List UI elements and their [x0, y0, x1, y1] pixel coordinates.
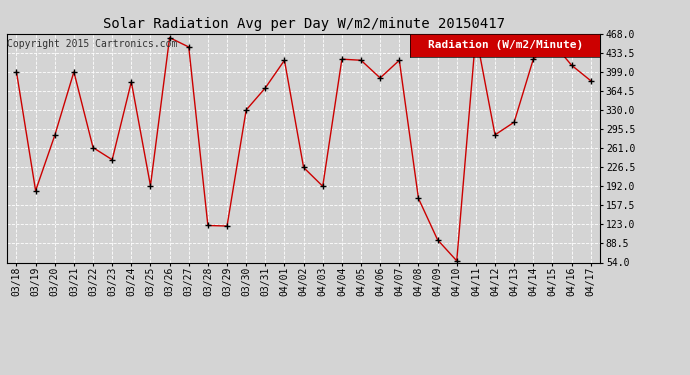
Title: Solar Radiation Avg per Day W/m2/minute 20150417: Solar Radiation Avg per Day W/m2/minute … [103, 17, 504, 31]
Text: Copyright 2015 Cartronics.com: Copyright 2015 Cartronics.com [7, 39, 177, 50]
